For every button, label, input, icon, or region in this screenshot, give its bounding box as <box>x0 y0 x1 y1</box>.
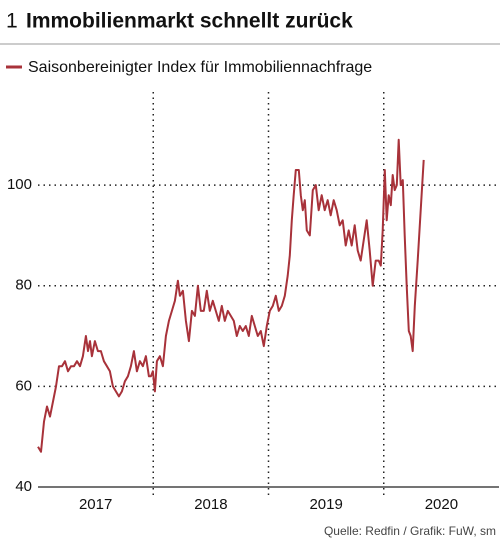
data-line <box>37 138 425 453</box>
y-tick-label: 40 <box>15 478 32 495</box>
x-tick-label: 2019 <box>309 496 342 513</box>
chart-title: Immobilienmarkt schnellt zurück <box>26 10 353 33</box>
x-tick-label: 2018 <box>194 496 227 513</box>
legend-label: Saisonbereinigter Index für Immobilienna… <box>28 59 372 76</box>
y-tick-label: 80 <box>15 277 32 294</box>
figure-number: 1 <box>6 10 18 33</box>
y-tick-label: 60 <box>15 377 32 394</box>
y-tick-label: 100 <box>7 176 32 193</box>
x-tick-label: 2020 <box>425 496 458 513</box>
source: Quelle: Redfin / Grafik: FuW, sm <box>324 524 496 538</box>
x-tick-label: 2017 <box>79 496 112 513</box>
